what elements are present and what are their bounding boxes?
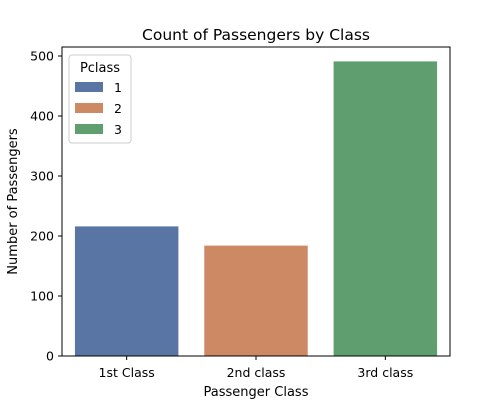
legend-swatch-2 bbox=[75, 103, 103, 113]
plot-frame bbox=[61, 46, 451, 357]
bar-2 bbox=[204, 245, 308, 356]
x-tick-label: 2nd class bbox=[227, 365, 286, 380]
legend-entries: 1 2 3 bbox=[75, 80, 122, 137]
legend-frame bbox=[68, 54, 132, 144]
x-axis: 1st Class 2nd class 3rd class bbox=[99, 356, 413, 380]
y-tick-label: 300 bbox=[30, 169, 54, 184]
x-axis-label: Passenger Class bbox=[204, 385, 309, 400]
x-tick-label: 3rd class bbox=[357, 365, 413, 380]
y-tick-label: 100 bbox=[30, 289, 54, 304]
y-tick-label: 400 bbox=[30, 109, 54, 124]
legend-label-1: 1 bbox=[114, 80, 122, 95]
legend: Pclass 1 2 3 bbox=[68, 54, 132, 144]
legend-label-3: 3 bbox=[114, 122, 122, 137]
y-tick-label: 200 bbox=[30, 229, 54, 244]
y-tick-label: 0 bbox=[46, 349, 54, 364]
bars-layer bbox=[74, 61, 438, 357]
legend-swatch-3 bbox=[75, 124, 103, 134]
legend-swatch-1 bbox=[75, 82, 103, 92]
chart-title: Count of Passengers by Class bbox=[142, 26, 370, 44]
x-tick-label: 1st Class bbox=[99, 365, 155, 380]
legend-label-2: 2 bbox=[114, 101, 122, 116]
y-tick-label: 500 bbox=[30, 49, 54, 64]
y-axis: 0 100 200 300 400 500 bbox=[30, 49, 62, 364]
y-axis-label: Number of Passengers bbox=[6, 128, 21, 275]
legend-title: Pclass bbox=[80, 61, 120, 76]
bar-3 bbox=[333, 61, 438, 357]
bar-1 bbox=[74, 226, 179, 356]
